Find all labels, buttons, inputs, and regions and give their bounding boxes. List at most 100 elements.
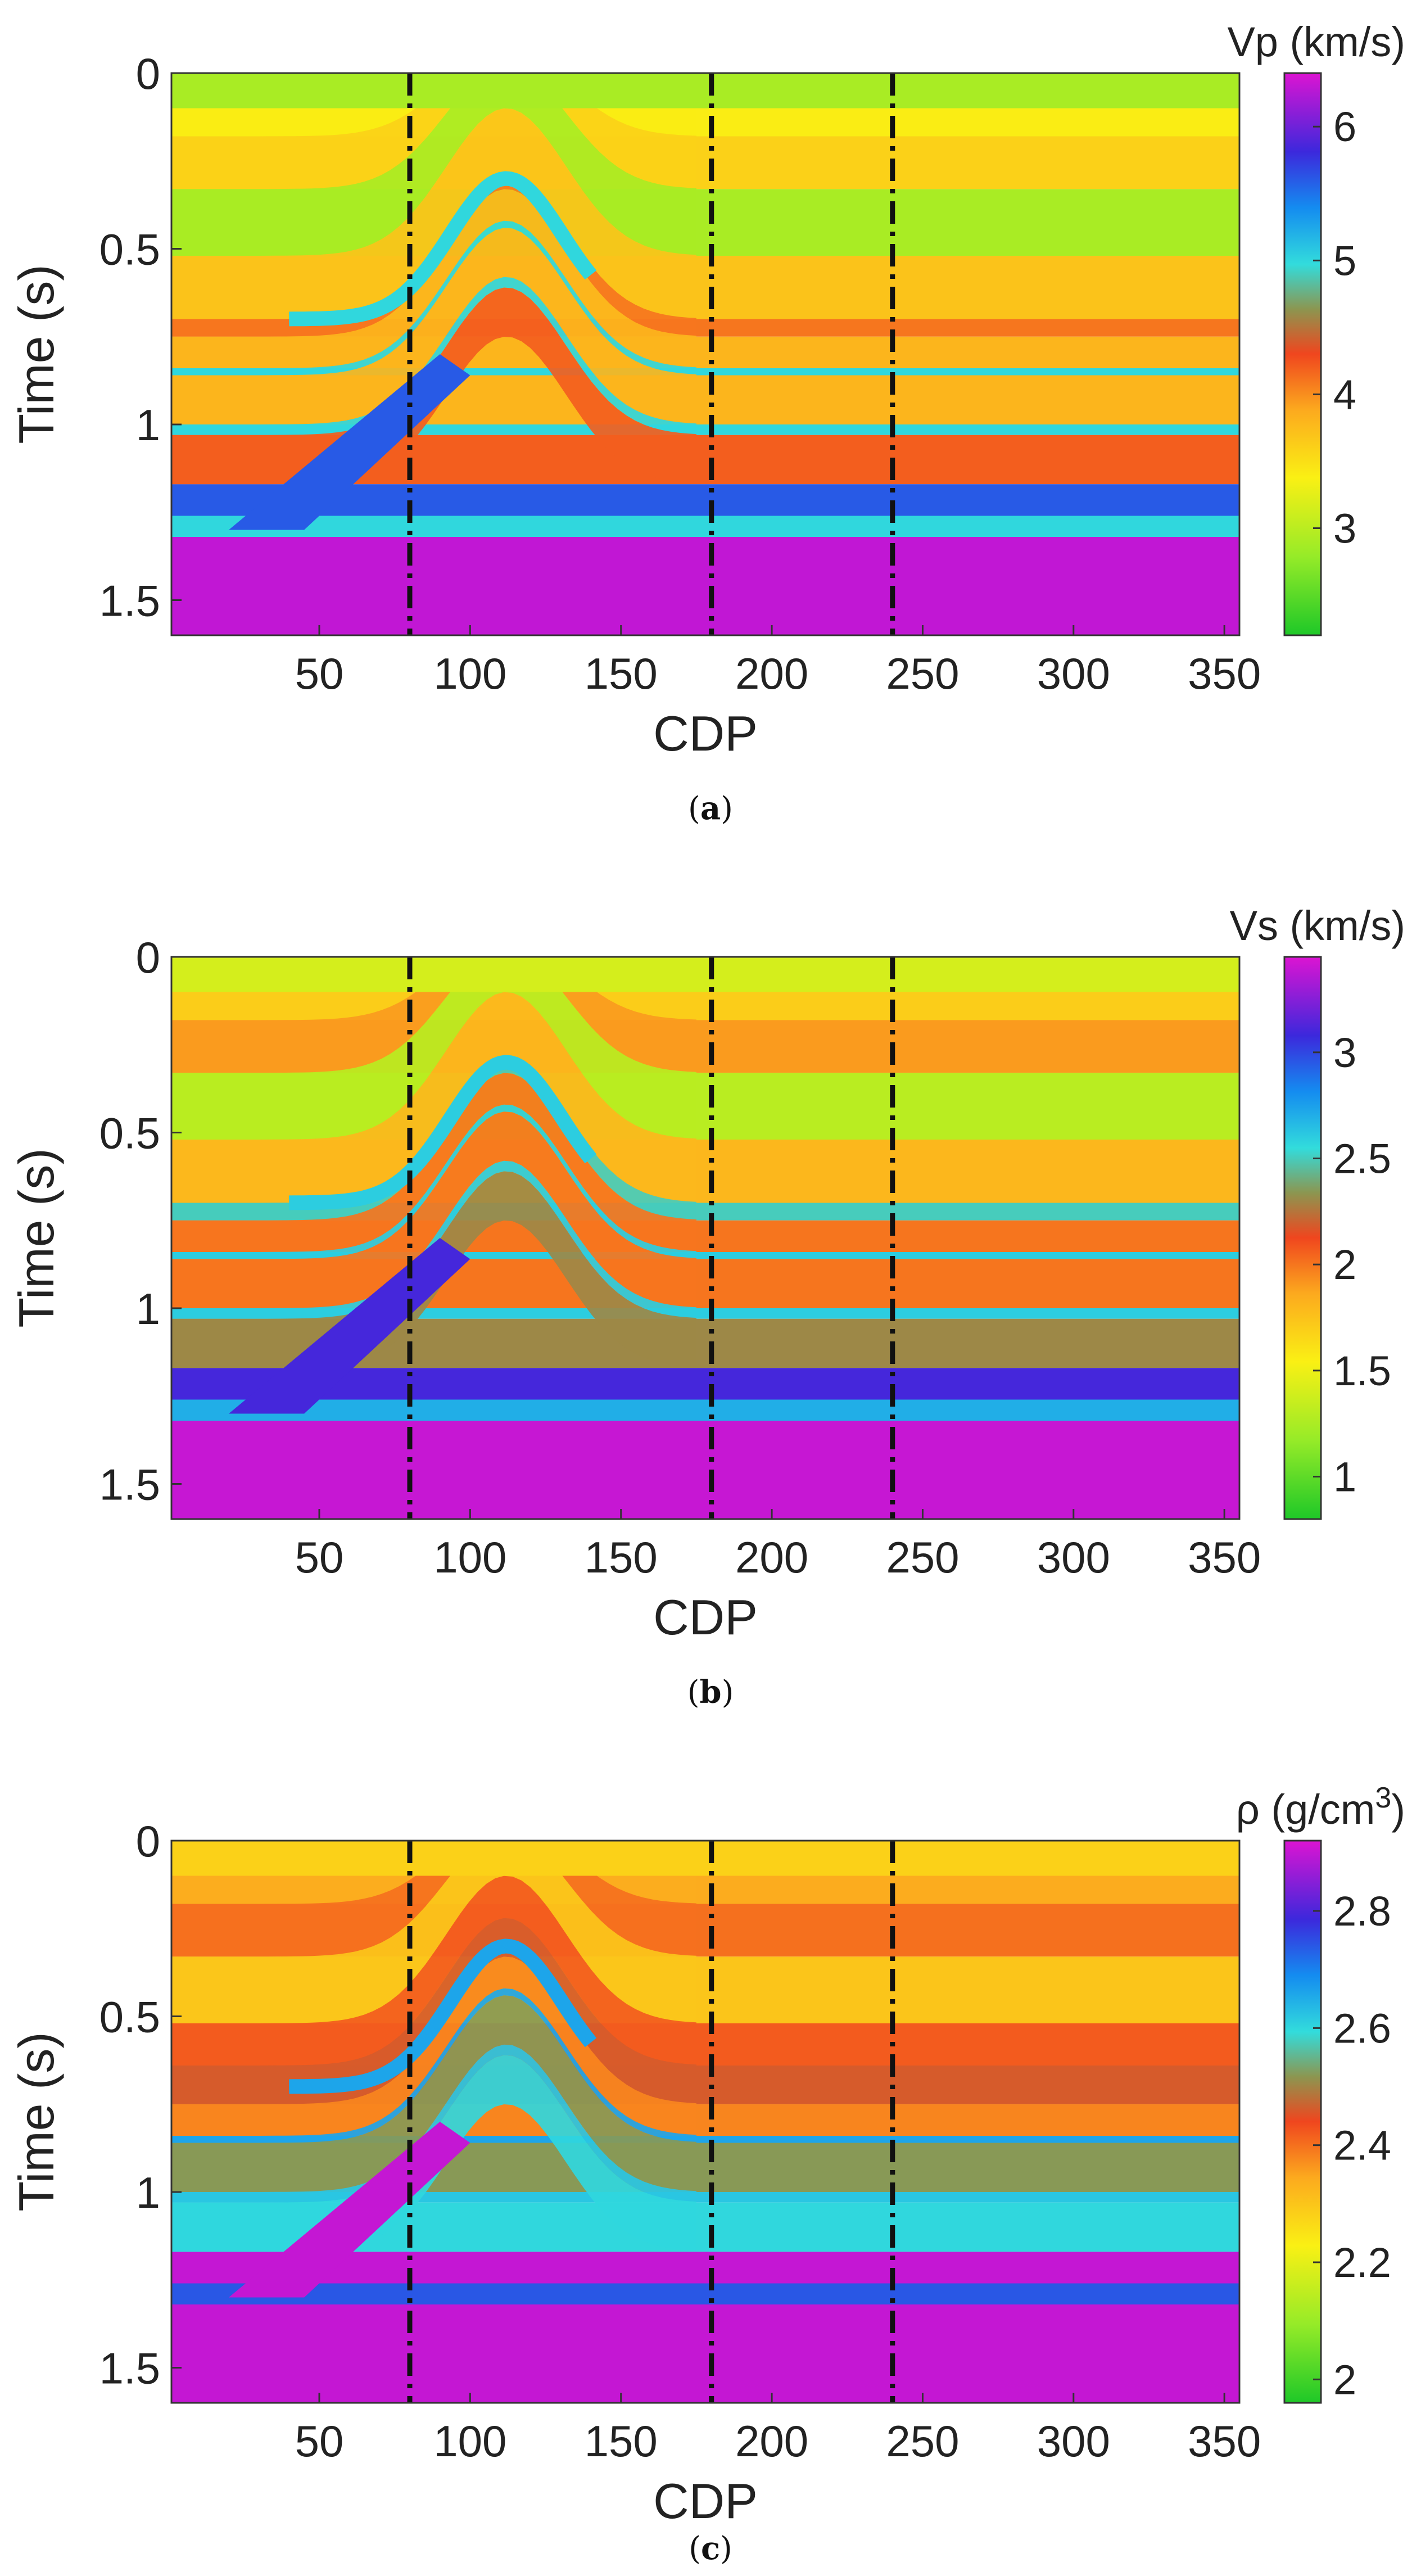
layer-band	[171, 516, 1239, 537]
fold-layer	[171, 957, 696, 1020]
fold-layer	[171, 189, 696, 368]
y-axis-label: Time (s)	[8, 1148, 64, 1327]
plot-frame	[170, 956, 1241, 1520]
caption-b: (b)	[687, 1674, 734, 1711]
layer-band	[171, 424, 1239, 435]
x-tick-label: 250	[886, 649, 959, 698]
plot-frame	[170, 72, 1241, 636]
fold-layer	[171, 1875, 696, 2066]
y-axis-label: Time (s)	[8, 2032, 64, 2211]
colorbar	[1283, 72, 1322, 636]
y-tick-label: 0	[136, 49, 160, 98]
fold-layer	[171, 1995, 696, 2192]
heatmap-chart-vs: 50 100 150 200 250 300 350 0 0.5 1 1.5 CDP Time (s) 1…	[8, 902, 1405, 1645]
fold-marker-layer	[289, 1055, 597, 1210]
fold-layer	[171, 108, 696, 319]
y-tick-label: 0	[136, 933, 160, 982]
x-tick-label: 100	[433, 649, 506, 698]
x-tick-label: 250	[886, 2416, 959, 2466]
layer-band	[171, 2283, 1239, 2304]
fold-layer	[171, 73, 696, 256]
fold-layer	[171, 228, 696, 424]
x-tick-label: 200	[735, 649, 808, 698]
x-tick-label: 350	[1188, 1533, 1261, 1582]
x-tick-label: 350	[1188, 649, 1261, 698]
colorbar-tick-label: 5	[1333, 237, 1356, 284]
x-tick-label: 300	[1037, 649, 1110, 698]
y-tick-label: 1	[136, 2168, 160, 2217]
x-tick-label: 50	[295, 1533, 344, 1582]
layer-band	[171, 1308, 1239, 1319]
chart-panel-a: 50 100 150 200 250 300 350 0 0.5 1 1.5 CDP Time (s) 3…	[0, 0, 1421, 860]
fold-layer	[171, 1111, 696, 1308]
fold-layer	[171, 1160, 696, 1319]
x-axis-label: CDP	[653, 1589, 758, 1645]
fold-marker-layer	[289, 171, 597, 327]
colorbar-tick-label: 1	[1333, 1454, 1356, 1501]
caption-a-label: a	[700, 790, 721, 827]
x-tick-label: 250	[886, 1533, 959, 1582]
fold-layer	[171, 1956, 696, 2136]
colorbar-tick-label: 2.8	[1333, 1888, 1391, 1935]
layer-band	[171, 2192, 1239, 2203]
caption-c-label: c	[700, 2530, 721, 2567]
top-band	[171, 73, 1239, 109]
fold-layer	[171, 220, 696, 376]
colorbar-label: Vs (km/s)	[1230, 902, 1405, 949]
chart-panel-b: 50 100 150 200 250 300 350 0 0.5 1 1.5 CDP Time (s) 1…	[0, 884, 1421, 1744]
colorbar	[1283, 1840, 1322, 2404]
x-tick-label: 150	[585, 2416, 658, 2466]
colorbar-label: Vp (km/s)	[1227, 19, 1405, 65]
x-tick-label: 50	[295, 649, 344, 698]
fault-block	[228, 1238, 470, 1414]
y-tick-label: 1.5	[99, 1460, 160, 1510]
y-tick-label: 1	[136, 400, 160, 450]
y-tick-label: 0.5	[99, 1992, 160, 2042]
top-band	[171, 957, 1239, 992]
x-tick-label: 150	[585, 649, 658, 698]
x-tick-label: 100	[433, 1533, 506, 1582]
caption-a: (a)	[687, 790, 733, 827]
fault-block	[228, 354, 470, 530]
fold-layer	[171, 2044, 696, 2203]
colorbar-tick-label: 6	[1333, 103, 1356, 150]
layer-band	[171, 1421, 1239, 1519]
layer-band	[171, 2304, 1239, 2403]
chart-panel-c: 50 100 150 200 250 300 350 0 0.5 1 1.5 CDP Time (s) 2…	[0, 1768, 1421, 2576]
colorbar-tick-label: 2.4	[1333, 2122, 1391, 2169]
y-tick-label: 1.5	[99, 576, 160, 626]
fold-layer	[171, 1073, 696, 1252]
layer-band	[171, 1399, 1239, 1421]
fold-layer	[171, 957, 696, 1140]
fold-layer	[171, 992, 696, 1203]
colorbar-tick-label: 2.6	[1333, 2005, 1391, 2051]
x-tick-label: 300	[1037, 2416, 1110, 2466]
x-axis-label: CDP	[653, 706, 758, 761]
fault-block	[228, 2122, 470, 2298]
x-tick-label: 150	[585, 1533, 658, 1582]
colorbar-tick-label: 2.2	[1333, 2239, 1391, 2286]
colorbar-tick-label: 2	[1333, 1241, 1356, 1288]
y-tick-label: 1.5	[99, 2344, 160, 2393]
x-axis-label: CDP	[653, 2473, 758, 2529]
layer-band	[171, 1368, 1239, 1400]
y-axis-label: Time (s)	[8, 264, 64, 444]
heatmap-chart-density: 50 100 150 200 250 300 350 0 0.5 1 1.5 CDP Time (s) 2…	[8, 1782, 1405, 2529]
colorbar-tick-label: 3	[1333, 505, 1356, 552]
fold-layer	[171, 1841, 696, 2023]
x-tick-label: 200	[735, 2416, 808, 2466]
y-tick-label: 1	[136, 1284, 160, 1334]
colorbar	[1283, 956, 1322, 1520]
layer-band	[171, 2252, 1239, 2284]
y-tick-label: 0	[136, 1816, 160, 1866]
fold-layer	[171, 1104, 696, 1259]
caption-c: (c)	[689, 2530, 732, 2567]
x-tick-label: 100	[433, 2416, 506, 2466]
fold-marker-layer	[289, 1938, 597, 2094]
x-tick-label: 50	[295, 2416, 344, 2466]
fold-layer	[171, 73, 696, 137]
heatmap-chart-vp: 50 100 150 200 250 300 350 0 0.5 1 1.5 CDP Time (s) 3…	[8, 19, 1405, 761]
x-tick-label: 200	[735, 1533, 808, 1582]
colorbar-tick-label: 1.5	[1333, 1348, 1391, 1394]
colorbar-tick-label: 3	[1333, 1029, 1356, 1076]
